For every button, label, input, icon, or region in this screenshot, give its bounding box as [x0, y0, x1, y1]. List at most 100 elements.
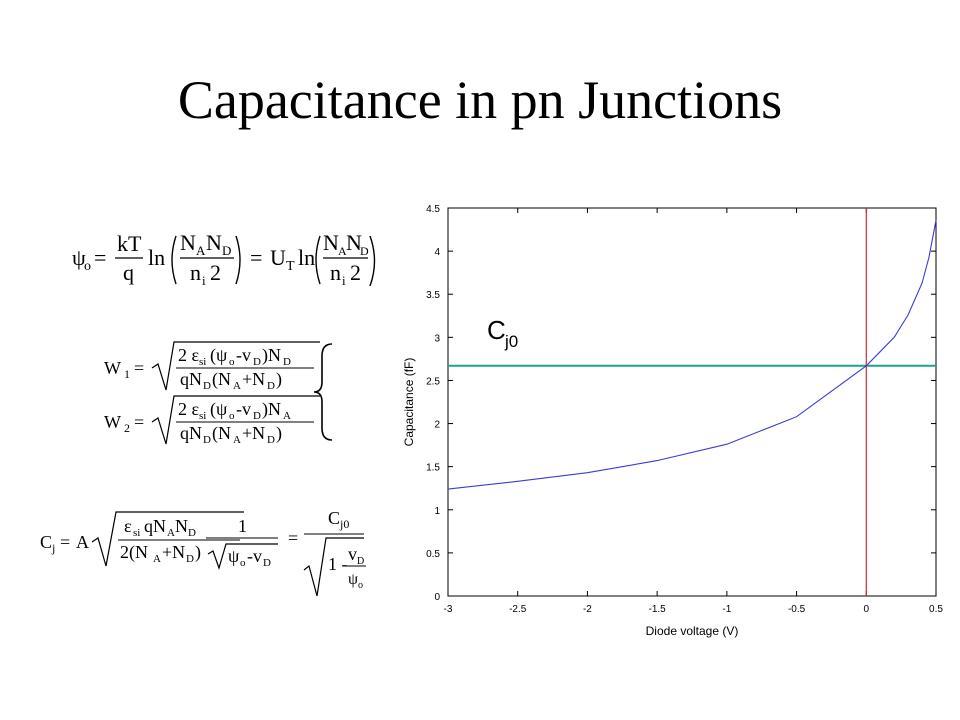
svg-text:A: A [167, 527, 175, 539]
cj0-subscript: j0 [504, 332, 518, 351]
svg-text:kT: kT [117, 231, 142, 256]
svg-text:W: W [104, 412, 121, 432]
svg-text:n: n [190, 260, 201, 285]
y-tick-label: 1.5 [426, 463, 440, 474]
svg-text:2: 2 [210, 260, 221, 285]
svg-text:(ψ: (ψ [210, 399, 228, 420]
svg-text:ln: ln [148, 245, 165, 270]
svg-text:o: o [229, 410, 235, 422]
slide-title: Capacitance in pn Junctions [177, 70, 783, 130]
svg-text:)N: )N [262, 345, 281, 366]
svg-text:T: T [286, 259, 295, 274]
svg-text:C: C [328, 508, 340, 528]
svg-text:(ψ: (ψ [210, 345, 228, 366]
svg-text:2 ε: 2 ε [178, 399, 200, 419]
svg-text:A: A [283, 410, 291, 422]
svg-text:A: A [196, 243, 206, 258]
y-tick-label: 0.5 [426, 549, 440, 560]
y-tick-label: 2 [434, 420, 440, 431]
svg-text:+N: +N [242, 423, 265, 443]
svg-text:+N: +N [242, 369, 265, 389]
svg-text:D: D [283, 356, 291, 368]
svg-text:D: D [186, 553, 194, 565]
x-tick-label: -3 [444, 604, 453, 615]
svg-text:si: si [133, 527, 140, 539]
svg-text:(N: (N [212, 369, 231, 390]
svg-text:-v: -v [236, 345, 251, 365]
svg-text:v: v [348, 544, 357, 564]
svg-text:N: N [206, 230, 222, 255]
y-tick-label: 0 [434, 592, 440, 603]
svg-text:N: N [346, 230, 362, 255]
svg-text:A: A [233, 434, 241, 446]
svg-text:D: D [267, 434, 275, 446]
svg-text:1: 1 [124, 367, 130, 381]
capacitance-voltage-chart: -3 -2.5 -2 -1.5 -1 -0.5 0 0.5 0 0.5 1 1.5 2 2.5 3 3.5 4 4… [402, 204, 943, 638]
x-tick-label: -1 [722, 604, 731, 615]
svg-text:D: D [203, 434, 211, 446]
svg-text:N: N [180, 230, 196, 255]
svg-text:D: D [188, 527, 196, 539]
svg-text:N: N [323, 230, 339, 255]
svg-text:ψ: ψ [228, 546, 240, 566]
svg-text:): ) [195, 542, 201, 563]
svg-text:si: si [199, 356, 206, 368]
svg-text:ln: ln [298, 245, 315, 270]
svg-text:+N: +N [162, 542, 185, 562]
y-tick-label: 3 [434, 333, 440, 344]
svg-text:-v: -v [247, 546, 262, 566]
svg-text:D: D [357, 556, 364, 567]
svg-text:C: C [40, 532, 52, 552]
x-tick-label: 0 [864, 604, 870, 615]
svg-text:ψ: ψ [72, 245, 86, 270]
svg-text:o: o [229, 356, 235, 368]
svg-text:W: W [104, 358, 121, 378]
x-tick-label: 0.5 [929, 604, 943, 615]
svg-text:2: 2 [124, 421, 130, 435]
svg-text:D: D [253, 356, 261, 368]
svg-text:qN: qN [144, 516, 166, 536]
svg-text:D: D [253, 410, 261, 422]
svg-text:N: N [175, 516, 188, 536]
svg-text:D: D [203, 380, 211, 392]
y-tick-label: 2.5 [426, 376, 440, 387]
x-tick-label: -1.5 [649, 604, 667, 615]
y-axis-label: Capacitance (fF) [402, 358, 416, 447]
svg-text:=: = [250, 245, 262, 270]
svg-text:D: D [222, 243, 231, 258]
builtin-potential-paren [368, 235, 382, 291]
svg-text:o: o [358, 580, 363, 591]
svg-text:ε: ε [124, 516, 132, 536]
depletion-width-equations: W 1 = 2 ε si (ψ o -v D )N D qN D (N A +N D ) W 2 = … [100, 338, 340, 453]
y-tick-label: 4 [434, 247, 440, 258]
svg-text:U: U [270, 245, 286, 270]
x-tick-label: -2.5 [509, 604, 527, 615]
svg-text:i: i [202, 273, 206, 288]
svg-text:=: = [134, 412, 144, 432]
x-axis-label: Diode voltage (V) [646, 624, 739, 638]
svg-text:A: A [153, 553, 161, 565]
y-tick-label: 3.5 [426, 290, 440, 301]
svg-text:=: = [134, 358, 144, 378]
svg-text:i: i [342, 273, 346, 288]
cj0-annotation: C j0 [487, 315, 518, 351]
svg-text:A: A [338, 244, 347, 258]
svg-text:=: = [60, 532, 70, 552]
svg-text:=: = [288, 528, 298, 548]
svg-text:D: D [263, 557, 271, 569]
x-tick-label: -0.5 [788, 604, 806, 615]
svg-text:qN: qN [180, 369, 202, 389]
y-tick-label: 1 [434, 506, 440, 517]
svg-text:1: 1 [238, 516, 247, 536]
svg-text:2: 2 [350, 260, 361, 285]
svg-text:-v: -v [236, 399, 251, 419]
svg-text:q: q [123, 260, 134, 285]
svg-text:n: n [330, 260, 341, 285]
depletion-brace [310, 342, 340, 447]
svg-text:1 -: 1 - [328, 554, 348, 574]
cj0-label: C [487, 315, 506, 345]
capacitance-curve [447, 219, 937, 490]
svg-text:A: A [76, 532, 89, 552]
